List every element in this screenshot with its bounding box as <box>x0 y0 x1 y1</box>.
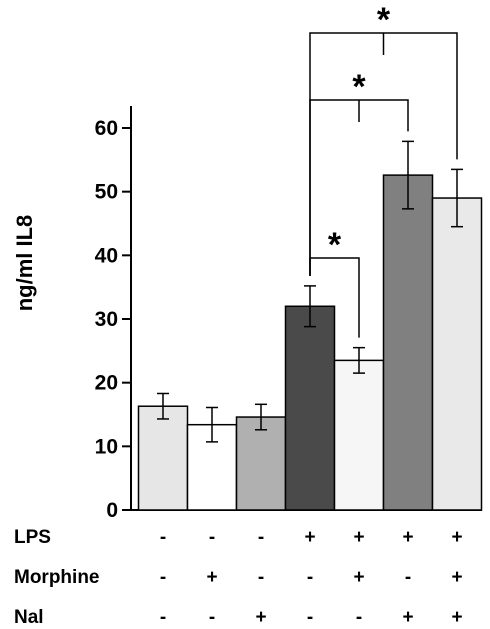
bar <box>137 405 189 511</box>
bar <box>382 174 434 511</box>
condition-sign: - <box>258 527 264 548</box>
condition-label: LPS <box>14 527 51 548</box>
condition-sign: + <box>353 527 364 548</box>
bar <box>431 197 483 511</box>
condition-label: Morphine <box>14 567 100 588</box>
condition-sign: + <box>451 607 462 628</box>
condition-sign: - <box>160 527 166 548</box>
y-tick-label: 60 <box>95 117 118 140</box>
y-axis-label: ng/ml IL8 <box>12 215 37 312</box>
y-tick-label: 0 <box>106 499 118 522</box>
condition-sign: - <box>209 607 215 628</box>
condition-sign: - <box>160 567 166 588</box>
significance-brackets: * * * <box>309 1 458 338</box>
condition-sign: + <box>451 567 462 588</box>
y-tick-label: 50 <box>95 181 118 204</box>
bar <box>284 305 336 511</box>
condition-sign: - <box>209 527 215 548</box>
condition-sign: - <box>307 607 313 628</box>
condition-sign: + <box>206 567 217 588</box>
condition-sign: - <box>160 607 166 628</box>
significance-label: * <box>377 1 391 39</box>
y-tick-label: 40 <box>95 244 118 267</box>
significance-label: * <box>328 226 342 264</box>
condition-sign: + <box>304 527 315 548</box>
bar <box>333 359 385 511</box>
condition-label: Nal <box>14 607 44 628</box>
condition-sign: + <box>353 567 364 588</box>
bars <box>137 174 483 511</box>
condition-sign: - <box>405 567 411 588</box>
condition-sign: - <box>307 567 313 588</box>
condition-table: LPS - - - + + + + Morphine - + - - + - + Nal - - + - - + + <box>14 527 463 628</box>
error-bars <box>157 140 463 443</box>
significance-label: * <box>352 68 366 106</box>
condition-sign: + <box>402 607 413 628</box>
axes: 0 10 20 30 40 50 60 <box>95 106 482 522</box>
bar <box>235 416 287 511</box>
condition-sign: + <box>402 527 413 548</box>
y-tick-label: 10 <box>95 435 118 458</box>
y-tick-label: 30 <box>95 308 118 331</box>
condition-sign: + <box>451 527 462 548</box>
y-tick-label: 20 <box>95 372 118 395</box>
condition-sign: + <box>255 607 266 628</box>
condition-sign: - <box>356 607 362 628</box>
condition-sign: - <box>258 567 264 588</box>
